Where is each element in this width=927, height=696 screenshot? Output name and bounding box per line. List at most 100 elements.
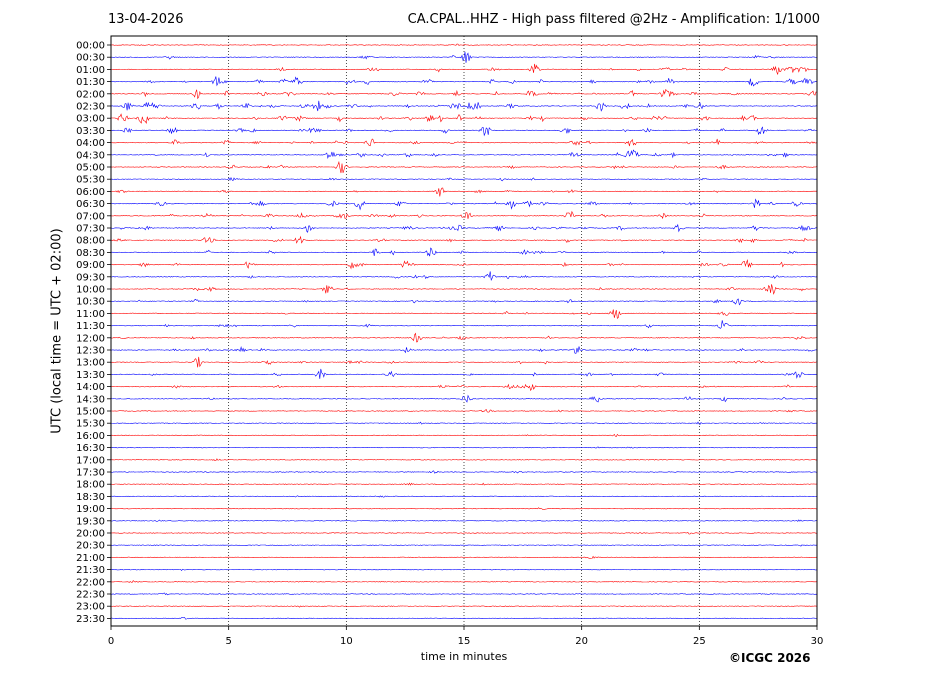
trace-2000: [110, 532, 818, 535]
trace-0030: [111, 51, 818, 63]
trace-0830: [110, 247, 818, 257]
trace-0800: [110, 235, 817, 244]
trace-1330: [110, 368, 818, 379]
trace-0930: [110, 271, 818, 281]
trace-0730: [110, 223, 818, 233]
y-tick-label: 01:00: [76, 65, 105, 76]
y-tick-label: 00:30: [76, 53, 105, 64]
y-tick-label: 17:30: [76, 468, 105, 479]
vertical-gridlines: [228, 36, 700, 626]
trace-0630: [110, 198, 817, 211]
trace-1730: [110, 470, 817, 474]
trace-2300: [110, 605, 818, 608]
y-tick-label: 17:00: [76, 455, 105, 466]
trace-1630: [110, 446, 818, 449]
trace-1700: [110, 458, 818, 462]
y-tick-label: 18:30: [76, 492, 105, 503]
trace-2330: [111, 617, 818, 620]
y-tick-label: 14:00: [76, 382, 105, 393]
chart-title: CA.CPAL..HHZ - High pass filtered @2Hz -…: [407, 12, 820, 27]
y-tick-label: 03:00: [76, 114, 105, 125]
y-tick-label: 03:30: [76, 126, 105, 137]
x-tick-label: 30: [811, 636, 824, 647]
trace-0130: [110, 76, 818, 87]
y-tick-label: 00:00: [76, 41, 105, 52]
y-tick-label: 15:00: [76, 407, 105, 418]
y-tick-label: 13:30: [76, 370, 105, 381]
y-tick-label: 04:30: [76, 150, 105, 161]
y-tick-label: 21:30: [76, 565, 105, 576]
y-tick-label: 19:30: [76, 516, 105, 527]
trace-1000: [110, 284, 818, 295]
y-tick-label: 07:30: [76, 224, 105, 235]
trace-0530: [110, 176, 818, 182]
y-tick-label: 22:30: [76, 590, 105, 601]
trace-0600: [110, 187, 818, 197]
y-tick-label: 05:00: [76, 163, 105, 174]
y-tick-label: 08:00: [76, 236, 105, 247]
trace-2200: [110, 580, 818, 583]
trace-1930: [110, 519, 817, 522]
trace-0300: [110, 113, 818, 125]
trace-1430: [110, 394, 818, 403]
y-tick-label: 04:00: [76, 138, 105, 149]
y-tick-label: 12:30: [76, 346, 105, 357]
trace-1400: [110, 383, 817, 392]
y-tick-label: 05:30: [76, 175, 105, 186]
y-tick-label: 11:00: [76, 309, 105, 320]
y-tick-label: 16:30: [76, 443, 105, 454]
y-tick-label: 19:00: [76, 504, 105, 515]
y-tick-label: 14:30: [76, 394, 105, 405]
trace-2030: [110, 544, 818, 547]
trace-1230: [110, 346, 818, 354]
trace-0000: [110, 43, 818, 46]
y-tick-label: 16:00: [76, 431, 105, 442]
seismic-traces: [110, 43, 818, 620]
y-tick-label: 06:00: [76, 187, 105, 198]
y-tick-label: 02:00: [76, 89, 105, 100]
trace-2130: [110, 568, 817, 571]
y-tick-label: 09:30: [76, 272, 105, 283]
trace-2100: [111, 555, 818, 559]
trace-0430: [110, 149, 818, 159]
trace-0400: [110, 138, 818, 147]
trace-0100: [110, 63, 818, 75]
y-tick-label: 23:00: [76, 602, 105, 613]
x-tick-label: 15: [458, 636, 471, 647]
y-tick-label: 20:30: [76, 541, 105, 552]
y-tick-label: 23:30: [76, 614, 105, 625]
y-tick-label: 07:00: [76, 211, 105, 222]
trace-1130: [110, 320, 818, 329]
y-tick-label: 10:00: [76, 285, 105, 296]
trace-0500: [110, 160, 817, 174]
trace-0900: [110, 259, 818, 270]
y-tick-label: 11:30: [76, 321, 105, 332]
trace-0230: [110, 100, 818, 112]
trace-1830: [111, 495, 817, 498]
trace-1800: [110, 482, 818, 486]
trace-1300: [110, 356, 817, 368]
trace-1100: [110, 309, 818, 319]
trace-1500: [111, 409, 818, 413]
y-tick-label: 12:00: [76, 333, 105, 344]
trace-1900: [110, 507, 818, 510]
x-axis-label: time in minutes: [420, 650, 508, 663]
x-tick-label: 10: [340, 636, 353, 647]
trace-0330: [110, 126, 818, 137]
x-tick-label: 25: [693, 636, 706, 647]
y-tick-label: 02:30: [76, 102, 105, 113]
copyright-notice: ©ICGC 2026: [729, 651, 811, 665]
y-tick-label: 06:30: [76, 199, 105, 210]
trace-1600: [110, 433, 818, 438]
y-tick-label: 18:00: [76, 480, 105, 491]
x-tick-label: 0: [108, 636, 114, 647]
y-axis-label: UTC (local time = UTC + 02:00): [49, 228, 65, 434]
x-axis-ticks: 0 5 10 15 20 25 30: [108, 626, 824, 647]
y-tick-label: 22:00: [76, 577, 105, 588]
x-tick-label: 5: [225, 636, 231, 647]
trace-0200: [110, 88, 818, 100]
y-tick-label: 15:30: [76, 419, 105, 430]
y-tick-label: 09:00: [76, 260, 105, 271]
